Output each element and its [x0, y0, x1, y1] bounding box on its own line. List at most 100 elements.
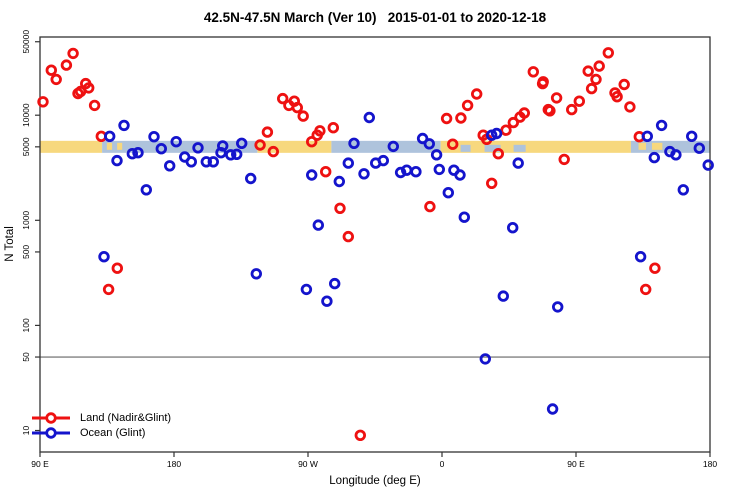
data-point-ocean	[552, 301, 564, 313]
data-point-land	[602, 47, 615, 59]
legend-label-land: Land (Nadir&Glint)	[80, 411, 172, 424]
legend-item-ocean: Ocean (Glint)	[30, 425, 171, 440]
data-point-ocean	[170, 135, 182, 148]
data-point-ocean	[677, 184, 690, 196]
data-point-land	[440, 112, 453, 125]
y-tick-label: 1000	[21, 211, 31, 230]
data-point-ocean	[103, 130, 116, 143]
data-point-land	[261, 126, 274, 138]
data-point-land	[45, 64, 58, 76]
data-point-ocean	[348, 137, 360, 150]
data-point-land	[486, 177, 498, 190]
band-island	[117, 142, 123, 150]
data-point-ocean	[670, 149, 682, 161]
data-point-land	[550, 92, 563, 104]
data-point-land	[590, 73, 602, 86]
data-point-land	[267, 145, 280, 158]
band-segment-land	[40, 140, 103, 153]
data-point-land	[67, 47, 79, 60]
data-point-ocean	[200, 156, 213, 168]
legend: Land (Nadir&Glint) Ocean (Glint)	[30, 410, 171, 440]
data-point-ocean	[416, 132, 429, 145]
data-point-land	[314, 125, 326, 137]
y-tick-label: 50	[21, 352, 31, 362]
data-point-land	[573, 95, 586, 107]
y-tick-label: 100	[21, 318, 31, 332]
data-point-land	[611, 90, 623, 103]
data-point-ocean	[401, 164, 413, 176]
x-axis-label: Longitude (deg E)	[329, 475, 421, 487]
data-point-land	[291, 101, 304, 114]
data-point-land	[640, 283, 652, 296]
data-point-ocean	[126, 147, 139, 160]
data-point-ocean	[306, 169, 318, 181]
data-point-land	[455, 112, 467, 124]
data-point-ocean	[433, 163, 446, 176]
data-point-ocean	[321, 295, 333, 307]
legend-item-land: Land (Nadir&Glint)	[30, 410, 171, 425]
band-sea	[513, 144, 526, 152]
data-point-ocean	[490, 127, 503, 140]
data-point-ocean	[394, 166, 407, 179]
band-island	[638, 142, 646, 150]
data-point-ocean	[430, 149, 443, 161]
data-point-ocean	[148, 130, 160, 143]
data-point-ocean	[111, 154, 123, 167]
data-point-ocean	[454, 169, 466, 181]
data-point-ocean	[634, 251, 647, 263]
legend-label-ocean: Ocean (Glint)	[80, 426, 146, 439]
data-point-land	[624, 101, 636, 113]
data-point-land	[334, 202, 346, 215]
band-island	[106, 142, 113, 150]
x-tick-label: 90 W	[298, 459, 318, 469]
data-point-ocean	[98, 251, 110, 263]
data-point-ocean	[230, 148, 243, 161]
data-point-ocean	[312, 219, 325, 231]
data-point-land	[447, 138, 459, 150]
y-tick-label: 10000	[21, 103, 31, 127]
data-point-land	[500, 124, 512, 136]
data-point-land	[593, 60, 605, 72]
ocean-marker-icon	[32, 426, 70, 439]
data-point-ocean	[192, 142, 204, 154]
band-sea	[484, 144, 501, 152]
data-point-ocean	[140, 184, 153, 196]
data-point-ocean	[215, 146, 227, 159]
data-point-land	[544, 105, 556, 117]
data-point-land	[649, 262, 661, 274]
data-point-ocean	[423, 138, 436, 150]
land-marker-icon	[32, 411, 70, 424]
data-point-ocean	[693, 142, 706, 154]
data-point-land	[88, 99, 101, 112]
data-point-land	[37, 96, 49, 108]
data-point-land	[585, 82, 598, 95]
data-point-land	[492, 147, 505, 160]
data-point-land	[342, 230, 355, 243]
data-point-ocean	[387, 140, 400, 153]
data-point-ocean	[300, 283, 313, 296]
data-point-land	[102, 283, 115, 296]
data-point-land	[82, 82, 95, 94]
data-point-ocean	[507, 221, 519, 234]
data-point-ocean	[235, 137, 248, 150]
data-point-land	[50, 73, 62, 86]
data-point-land	[297, 110, 309, 122]
data-point-land	[254, 139, 266, 151]
data-point-ocean	[363, 111, 376, 124]
data-point-ocean	[512, 157, 524, 169]
x-tick-label: 180	[703, 459, 717, 469]
data-point-ocean	[686, 130, 698, 143]
data-point-ocean	[410, 165, 422, 178]
data-point-land	[527, 66, 540, 78]
data-point-ocean	[244, 172, 257, 185]
data-point-ocean	[342, 157, 355, 169]
y-tick-label: 10	[21, 426, 31, 436]
y-axis-label: N Total	[4, 226, 16, 262]
data-point-land	[582, 65, 594, 77]
data-point-ocean	[118, 119, 130, 132]
band-sea	[460, 144, 471, 152]
data-point-land	[111, 262, 124, 274]
x-tick-label: 90 E	[567, 459, 585, 469]
data-point-land	[277, 92, 289, 105]
